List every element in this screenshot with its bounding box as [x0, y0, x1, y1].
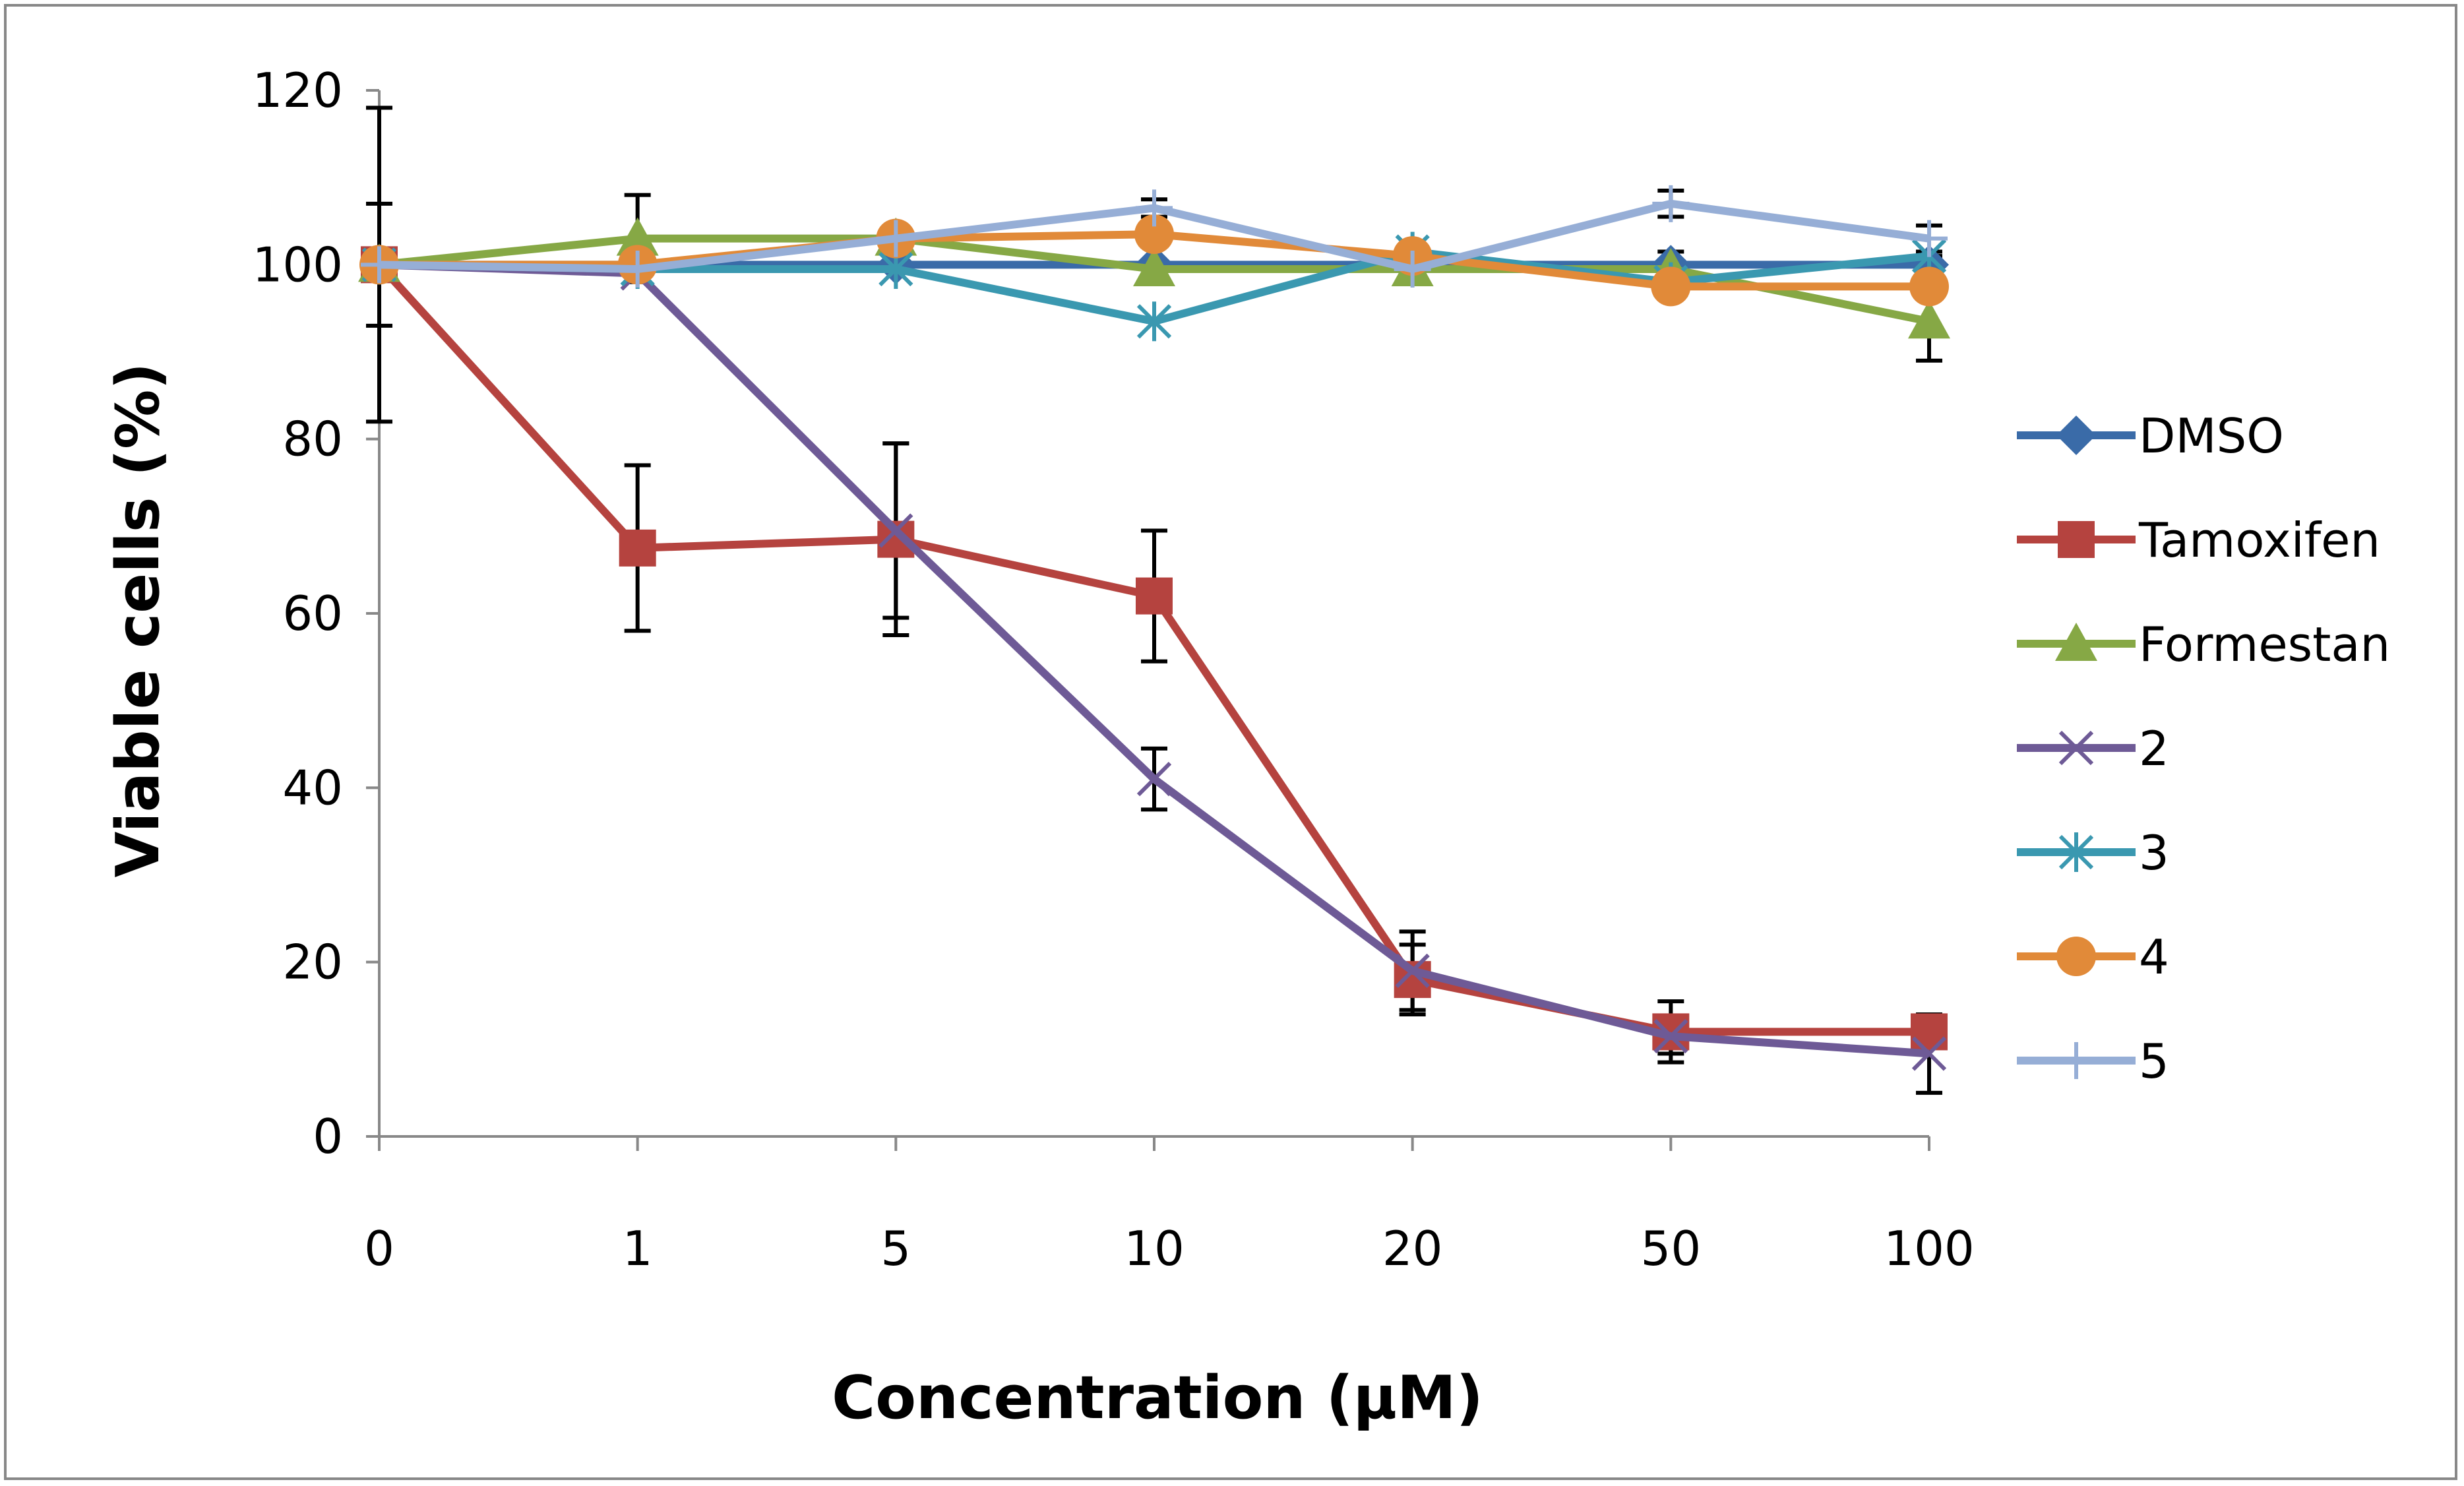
data-point-tamoxifen [1911, 1013, 1948, 1051]
x-tick-label: 1 [623, 1221, 653, 1276]
legend-swatch-marker [2058, 1042, 2095, 1079]
data-point-5 [619, 250, 656, 288]
legend-swatch-marker [2058, 730, 2094, 766]
x-tick-label: 50 [1641, 1221, 1702, 1276]
data-point-formestan [1908, 300, 1950, 339]
legend-label: DMSO [2139, 408, 2284, 464]
legend-label: 5 [2139, 1034, 2169, 1089]
legend-item-5: 5 [2017, 1034, 2169, 1089]
legend-item-formestan: Formestan [2017, 617, 2390, 672]
legend-item-4: 4 [2017, 929, 2169, 985]
data-point-5 [1394, 250, 1431, 288]
legend-label: 3 [2139, 825, 2169, 881]
data-point-2 [1911, 1036, 1947, 1071]
series-5 [361, 185, 1948, 288]
x-tick-label: 10 [1124, 1221, 1185, 1276]
x-tick-label: 5 [880, 1221, 911, 1276]
y-tick-label: 20 [282, 935, 343, 990]
legend-item-tamoxifen: Tamoxifen [2017, 512, 2380, 568]
x-tick-label: 20 [1382, 1221, 1443, 1276]
data-point-formestan [1133, 247, 1175, 286]
data-point-4 [1134, 214, 1174, 255]
legend-label: 4 [2139, 929, 2169, 985]
legend-swatch-marker [2058, 832, 2094, 872]
data-point-5 [1136, 189, 1173, 227]
chart-frame [4, 4, 2457, 1480]
legend-item-dmso: DMSO [2017, 408, 2284, 464]
y-tick-label: 40 [282, 760, 343, 815]
data-point-2 [1653, 1018, 1688, 1054]
data-point-5 [1911, 220, 1948, 257]
y-axis-title: Viable cells (%) [104, 363, 173, 878]
y-tick-label: 0 [313, 1109, 343, 1164]
data-point-5 [361, 246, 398, 284]
legend-label: Tamoxifen [2138, 512, 2380, 568]
data-point-4 [1909, 266, 1949, 307]
data-point-5 [877, 220, 915, 257]
legend-swatch-marker [2055, 623, 2097, 661]
x-tick-labels: 0 1 5 10 20 50 100 [364, 1221, 1975, 1276]
data-point-4 [1651, 266, 1691, 307]
data-point-tamoxifen [1136, 577, 1173, 615]
data-point-formestan [616, 217, 659, 256]
legend-swatch-marker [2056, 416, 2096, 455]
y-tick-label: 120 [253, 63, 343, 118]
legend-item-2: 2 [2017, 721, 2169, 776]
data-point-2 [1136, 761, 1172, 797]
y-tick-label: 80 [282, 412, 343, 467]
legend-label: Formestan [2139, 617, 2390, 672]
x-tick-label: 0 [364, 1221, 394, 1276]
legend: DMSO Tamoxifen Formestan 2 3 4 5 [2017, 408, 2390, 1089]
series [358, 185, 1950, 1071]
legend-label: 2 [2139, 721, 2169, 776]
data-point-2 [1395, 953, 1430, 989]
y-tick-label: 100 [253, 237, 343, 292]
legend-item-3: 3 [2017, 825, 2169, 881]
data-point-tamoxifen [619, 529, 656, 567]
x-tick-label: 100 [1884, 1221, 1974, 1276]
legend-swatch-marker [2058, 521, 2095, 558]
y-tick-label: 60 [282, 586, 343, 641]
y-tick-labels: 0 20 40 60 80 100 120 [253, 63, 343, 1164]
x-axis-title: Concentration (µM) [832, 1363, 1483, 1433]
data-point-3 [1136, 301, 1172, 342]
legend-swatch-marker [2056, 937, 2096, 976]
data-point-2 [878, 513, 913, 548]
data-point-5 [1652, 185, 1690, 222]
